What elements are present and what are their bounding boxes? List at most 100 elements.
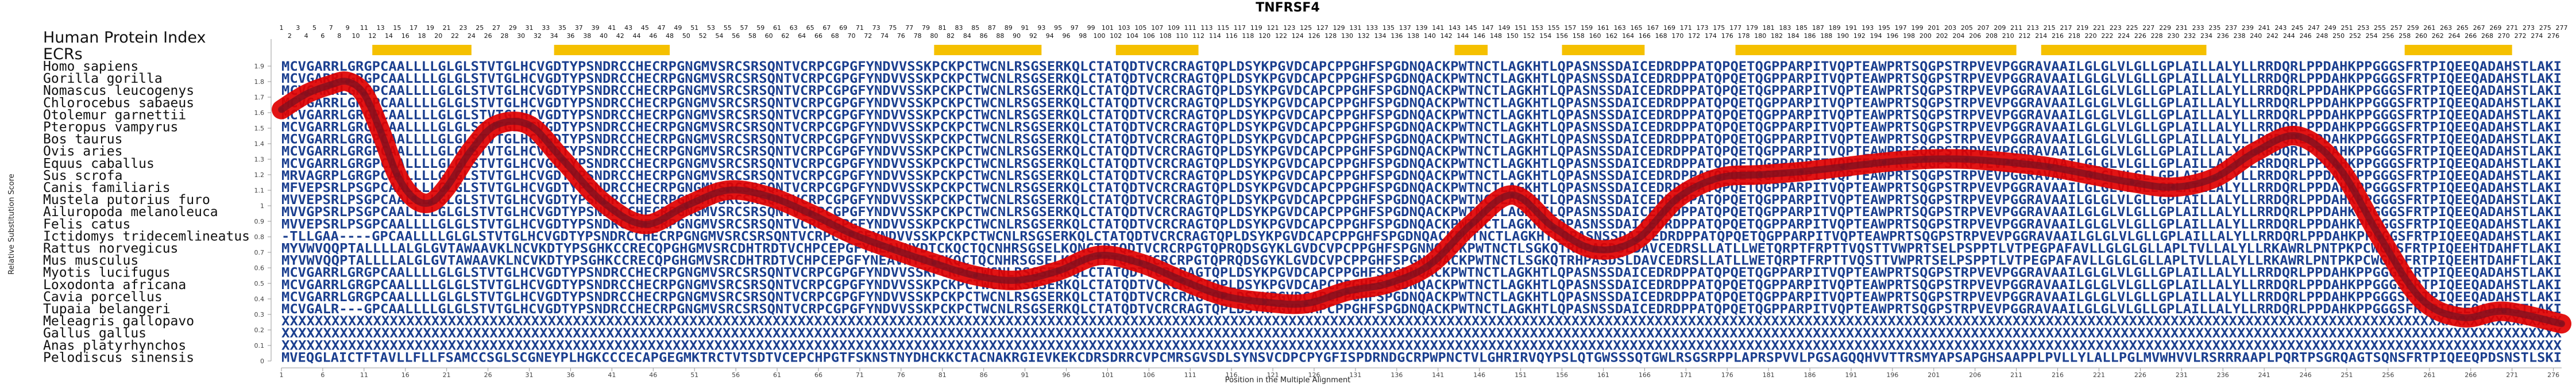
top-position-label-alt: 252 — [2349, 32, 2361, 40]
score-point — [427, 200, 432, 205]
species-label: Nomascus leucogenys — [43, 83, 194, 98]
sequence-row: MYVWVQQPTALLLLALGLGVTAWAAVKLNCVKDTYPSGHK… — [281, 242, 2562, 256]
score-point — [378, 129, 383, 134]
score-point — [1923, 157, 1928, 162]
score-point — [1014, 278, 1019, 283]
top-position-label: 69 — [839, 24, 847, 32]
x-tick-label: 86 — [980, 371, 988, 379]
top-position-label-alt: 16 — [401, 32, 410, 40]
top-position-label-alt: 192 — [1853, 32, 1866, 40]
top-position-label-alt: 140 — [1424, 32, 1436, 40]
top-position-label-alt: 238 — [2234, 32, 2246, 40]
top-position-label-alt: 84 — [963, 32, 971, 40]
y-tick-label: 0.4 — [254, 295, 265, 303]
top-position-label: 181 — [1763, 24, 1775, 32]
top-position-label-alt: 276 — [2547, 32, 2559, 40]
substitution-score-line — [272, 71, 2571, 334]
sequence-row: MCVGARRLGRGPCAALLLLGLGLSTVTGLHCVGDTYPSND… — [281, 72, 2562, 86]
x-tick-label: 166 — [1639, 371, 1651, 379]
score-point — [1179, 278, 1184, 283]
ecr-block — [372, 45, 472, 55]
top-position-label-alt: 274 — [2531, 32, 2543, 40]
x-tick-label: 21 — [443, 371, 451, 379]
top-position-label-alt: 264 — [2448, 32, 2461, 40]
species-label: Ictidomys tridecemlineatus — [43, 229, 250, 244]
y-tick-label: 1.8 — [254, 78, 265, 86]
top-position-label-alt: 14 — [385, 32, 393, 40]
top-position-label-alt: 256 — [2382, 32, 2394, 40]
top-position-label-alt: 60 — [765, 32, 773, 40]
score-point — [2253, 149, 2258, 154]
species-label: Pelodiscus sinensis — [43, 350, 194, 365]
y-tick-label: 1.4 — [254, 140, 265, 148]
top-position-label-alt: 240 — [2250, 32, 2262, 40]
top-position-label-alt: 148 — [1490, 32, 1502, 40]
sequence-row: -TLLGAA----GPCAALLLLGLGLSTVTGLHCVGDTYPSN… — [281, 229, 2562, 244]
species-label: Gallus gallus — [43, 326, 146, 341]
score-point — [2460, 315, 2465, 320]
top-position-label: 229 — [2159, 24, 2171, 32]
top-position-label: 175 — [1713, 24, 1725, 32]
x-tick-label: 251 — [2341, 371, 2353, 379]
species-label: Bos taurus — [43, 132, 122, 147]
top-position-label-alt: 254 — [2366, 32, 2378, 40]
top-position-label: 127 — [1316, 24, 1328, 32]
top-position-label-alt: 164 — [1622, 32, 1634, 40]
top-position-label: 13 — [377, 24, 385, 32]
top-position-label: 267 — [2473, 24, 2485, 32]
sequence-row: MCVGARRLGRGPCAALLLLGLGLSTVTGLHCVGDTYPSND… — [281, 121, 2562, 135]
top-position-label-alt: 234 — [2200, 32, 2212, 40]
x-tick-label: 81 — [939, 371, 947, 379]
score-point — [527, 122, 532, 128]
score-point — [2212, 175, 2217, 180]
score-point — [560, 157, 565, 162]
top-position-label: 159 — [1581, 24, 1593, 32]
top-position-label: 205 — [1961, 24, 1973, 32]
top-position-label: 63 — [790, 24, 798, 32]
species-label: Chlorocebus sabaeus — [43, 95, 194, 110]
top-position-label: 27 — [492, 24, 500, 32]
x-tick-label: 206 — [1969, 371, 1981, 379]
top-position-label-alt: 108 — [1160, 32, 1172, 40]
top-position-label: 29 — [509, 24, 517, 32]
x-tick-label: 176 — [1721, 371, 1733, 379]
top-position-label: 25 — [476, 24, 484, 32]
score-point — [973, 273, 978, 278]
top-position-label-alt: 4 — [304, 32, 308, 40]
score-point — [1882, 160, 1887, 165]
ecr-block — [1115, 45, 1199, 55]
top-position-label: 155 — [1548, 24, 1560, 32]
top-position-label: 261 — [2423, 24, 2435, 32]
top-position-label-alt: 242 — [2266, 32, 2278, 40]
top-position-label: 213 — [2027, 24, 2039, 32]
top-position-label: 185 — [1795, 24, 1808, 32]
top-position-label-alt: 122 — [1275, 32, 1287, 40]
top-position-label-alt: 68 — [831, 32, 839, 40]
score-point — [1840, 164, 1845, 170]
ecrs-label: ECRs — [43, 45, 83, 63]
top-position-label: 225 — [2126, 24, 2138, 32]
species-label: Myotis lucifugus — [43, 266, 171, 281]
top-position-label-alt: 208 — [1986, 32, 1998, 40]
top-position-label-alt: 64 — [798, 32, 806, 40]
species-label: Sus scrofa — [43, 168, 122, 183]
score-point — [395, 172, 400, 177]
y-tick-label: 0.2 — [254, 326, 265, 334]
top-position-label: 111 — [1184, 24, 1196, 32]
species-label: Equus caballus — [43, 156, 155, 171]
top-position-label: 243 — [2274, 24, 2287, 32]
x-tick-label: 261 — [2423, 371, 2435, 379]
top-position-label-alt: 202 — [1936, 32, 1948, 40]
top-position-label: 257 — [2390, 24, 2403, 32]
x-tick-label: 56 — [732, 371, 740, 379]
species-label: Felis catus — [43, 217, 130, 232]
top-position-label: 271 — [2506, 24, 2518, 32]
top-position-label: 189 — [1829, 24, 1841, 32]
x-tick-label: 151 — [1515, 371, 1527, 379]
top-position-label: 71 — [856, 24, 864, 32]
top-position-label-alt: 158 — [1573, 32, 1585, 40]
top-position-label: 233 — [2192, 24, 2204, 32]
score-point — [1056, 268, 1061, 274]
top-position-label-alt: 106 — [1143, 32, 1155, 40]
x-tick-label: 11 — [360, 371, 368, 379]
